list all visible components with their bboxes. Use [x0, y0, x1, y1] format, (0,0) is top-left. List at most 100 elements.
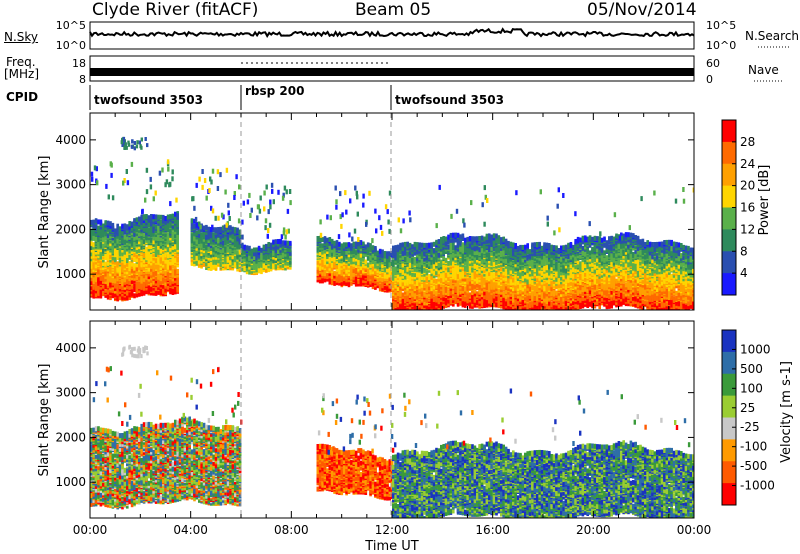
scatter-cell: [447, 260, 450, 266]
scatter-cell: [256, 215, 259, 221]
scatter-cell: [349, 198, 352, 204]
scatter-cell: [116, 223, 119, 229]
scatter-cell: [378, 215, 381, 221]
scatter-cell: [217, 215, 220, 221]
scatter-cell: [392, 259, 395, 265]
scatter-cell: [212, 252, 215, 258]
scatter-cell: [269, 199, 272, 205]
scatter-cell: [128, 228, 131, 234]
scatter-cell: [337, 234, 341, 240]
scatter-cell: [464, 237, 467, 243]
scatter-cell: [147, 286, 151, 292]
scatter-cell: [440, 236, 443, 242]
scatter-cell: [116, 283, 119, 289]
scatter-cell: [135, 217, 139, 223]
scatter-cell: [452, 236, 455, 242]
scatter-cell: [321, 237, 324, 243]
scatter-cell: [483, 236, 486, 242]
scatter-cell: [96, 180, 99, 186]
scatter-cell: [207, 261, 211, 267]
scatter-cell: [418, 271, 421, 277]
scatter-cell: [449, 299, 453, 305]
scatter-cell: [423, 256, 426, 262]
scatter-cell: [352, 247, 356, 253]
scatter-cell: [444, 257, 448, 263]
scatter-cell: [97, 285, 100, 291]
scatter-cell: [121, 285, 124, 291]
scatter-cell: [334, 185, 337, 191]
scatter-cell: [265, 184, 268, 190]
scatter-cell: [362, 241, 365, 247]
scatter-cell: [130, 221, 134, 227]
scatter-cell: [267, 242, 270, 247]
scatter-cell: [480, 254, 484, 260]
noise-panel: 10^5 10^0 10^5 10^0: [56, 19, 790, 52]
scatter-cell: [202, 225, 206, 231]
scatter-cell: [176, 277, 179, 283]
scatter-cell: [140, 288, 143, 294]
scatter-cell: [347, 242, 351, 248]
scatter-cell: [116, 261, 119, 267]
scatter-cell: [236, 227, 239, 233]
scatter-cell: [166, 262, 170, 268]
scatter-cell: [149, 184, 153, 190]
scatter-cell: [381, 249, 384, 255]
scatter-cell: [388, 276, 392, 282]
scatter-cell: [401, 300, 405, 305]
scatter-cell: [274, 239, 278, 245]
scatter-cell: [111, 195, 115, 201]
scatter-cell: [255, 267, 258, 273]
scatter-cell: [122, 180, 125, 186]
noise-tick-right-1: 10^0: [706, 39, 736, 52]
scatter-cell: [91, 176, 94, 182]
scatter-cell: [418, 277, 421, 283]
scatter-cell: [279, 238, 282, 244]
scatter-cell: [347, 252, 351, 258]
scatter-cell: [92, 276, 95, 282]
scatter-cell: [483, 242, 486, 248]
scatter-cell: [366, 262, 370, 268]
scatter-cell: [432, 278, 436, 284]
scatter-cell: [226, 235, 230, 241]
scatter-cell: [490, 259, 493, 265]
scatter-cell: [490, 296, 493, 301]
scatter-cell: [128, 243, 131, 249]
date-label: 05/Nov/2014: [587, 0, 697, 20]
scatter-cell: [401, 269, 405, 275]
scatter-cell: [159, 256, 163, 262]
scatter-cell: [164, 281, 167, 287]
scatter-cell: [357, 255, 360, 261]
scatter-cell: [245, 269, 249, 275]
scatter-cell: [386, 209, 389, 215]
scatter-cell: [286, 240, 290, 246]
scatter-cell: [399, 291, 402, 297]
scatter-cell: [164, 219, 167, 225]
scatter-cell: [420, 281, 424, 287]
scatter-cell: [193, 205, 196, 211]
scatter-cell: [468, 268, 472, 274]
scatter-cell: [371, 274, 375, 279]
scatter-cell: [338, 269, 341, 275]
scatter-cell: [333, 280, 336, 286]
scatter-cell: [241, 219, 244, 225]
scatter-cell: [99, 293, 103, 299]
scatter-cell: [159, 214, 163, 220]
scatter-cell: [159, 275, 163, 280]
scatter-cell: [130, 291, 134, 297]
scatter-cell: [256, 204, 260, 210]
scatter-cell: [144, 197, 147, 203]
scatter-cell: [440, 300, 443, 306]
scatter-cell: [401, 254, 405, 260]
scatter-cell: [280, 234, 284, 240]
scatter-cell: [466, 241, 469, 247]
scatter-cell: [128, 266, 131, 272]
scatter-cell: [468, 281, 472, 287]
scatter-cell: [425, 270, 429, 276]
scatter-cell: [413, 272, 417, 277]
scatter-cell: [154, 214, 158, 220]
scatter-cell: [152, 231, 155, 237]
scatter-cell: [97, 277, 100, 283]
scatter-cell: [330, 274, 334, 279]
scatter-cell: [428, 242, 431, 248]
